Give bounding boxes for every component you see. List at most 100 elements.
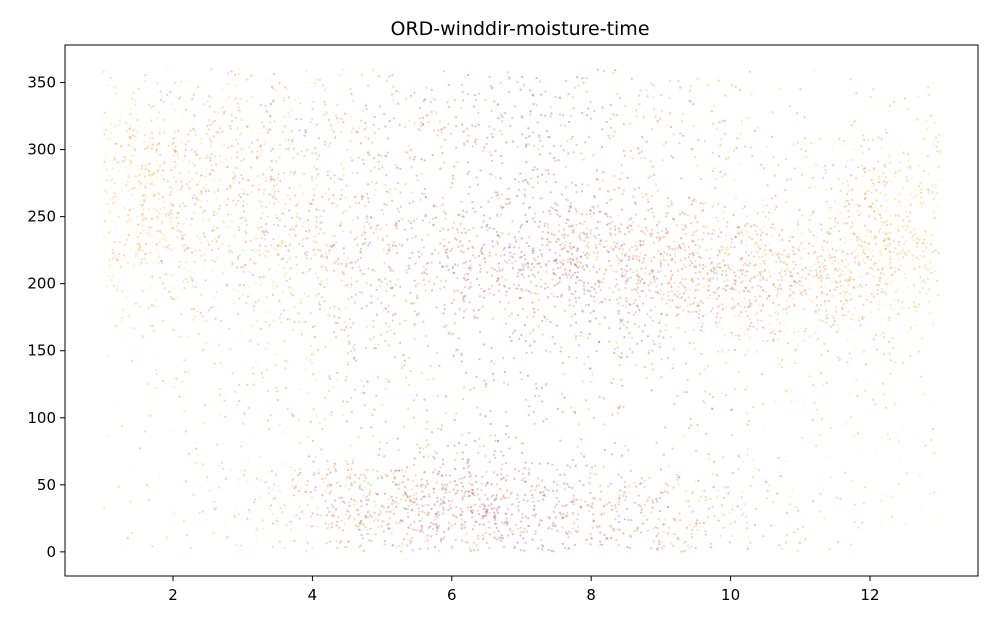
- scatter-point: [276, 253, 279, 257]
- scatter-point: [747, 254, 750, 257]
- scatter-point: [833, 225, 836, 228]
- scatter-point: [376, 376, 379, 379]
- scatter-point: [167, 240, 170, 243]
- scatter-point: [406, 496, 409, 499]
- scatter-point: [719, 534, 722, 538]
- scatter-point: [358, 522, 361, 525]
- scatter-point: [740, 281, 743, 284]
- scatter-point: [269, 114, 272, 117]
- scatter-point: [135, 252, 138, 255]
- scatter-point: [218, 154, 222, 157]
- scatter-point: [258, 200, 261, 203]
- scatter-point: [436, 500, 439, 503]
- scatter-point: [483, 379, 486, 382]
- scatter-point: [213, 260, 216, 263]
- scatter-point: [445, 486, 448, 489]
- scatter-point: [732, 264, 735, 267]
- scatter-point: [404, 151, 407, 154]
- scatter-point: [407, 407, 410, 411]
- scatter-point: [925, 246, 928, 249]
- scatter-point: [353, 356, 356, 359]
- scatter-point: [736, 284, 739, 287]
- scatter-point: [856, 255, 859, 258]
- scatter-point: [491, 136, 494, 139]
- scatter-point: [773, 285, 777, 288]
- scatter-point: [922, 234, 925, 237]
- scatter-point: [888, 215, 892, 218]
- scatter-point: [313, 165, 316, 168]
- scatter-point: [448, 490, 451, 494]
- scatter-point: [240, 174, 243, 177]
- scatter-point: [280, 241, 283, 245]
- scatter-point: [306, 148, 309, 152]
- scatter-point: [457, 337, 460, 340]
- scatter-point: [510, 339, 513, 342]
- scatter-point: [250, 166, 253, 169]
- scatter-point: [296, 152, 299, 155]
- scatter-point: [842, 303, 845, 306]
- scatter-point: [533, 515, 537, 518]
- scatter-point: [718, 262, 721, 265]
- scatter-point: [443, 303, 446, 306]
- scatter-point: [745, 515, 748, 518]
- scatter-point: [420, 272, 423, 275]
- scatter-point: [650, 259, 653, 263]
- scatter-point: [845, 199, 848, 202]
- scatter-point: [278, 143, 282, 146]
- scatter-point: [615, 270, 618, 273]
- scatter-point: [859, 281, 862, 284]
- scatter-point: [319, 255, 323, 258]
- scatter-point: [737, 314, 741, 317]
- scatter-point: [311, 325, 314, 329]
- scatter-point: [722, 526, 725, 529]
- scatter-point: [260, 275, 263, 279]
- scatter-point: [413, 501, 416, 504]
- scatter-point: [572, 503, 575, 506]
- scatter-point: [411, 200, 415, 203]
- scatter-point: [862, 233, 865, 236]
- scatter-point: [426, 262, 429, 265]
- scatter-point: [872, 255, 875, 258]
- scatter-point: [109, 131, 113, 134]
- scatter-point: [202, 349, 205, 352]
- scatter-point: [391, 286, 394, 289]
- scatter-point: [543, 315, 546, 318]
- scatter-point: [304, 320, 307, 323]
- scatter-point: [344, 484, 347, 487]
- scatter-point: [647, 200, 650, 203]
- scatter-point: [878, 213, 882, 216]
- scatter-point: [414, 285, 417, 288]
- scatter-point: [513, 246, 516, 249]
- scatter-point: [304, 129, 307, 132]
- scatter-point: [891, 222, 894, 225]
- scatter-point: [323, 300, 326, 303]
- scatter-point: [105, 155, 108, 158]
- scatter-point: [879, 270, 882, 273]
- scatter-point: [350, 283, 353, 286]
- scatter-point: [867, 205, 870, 208]
- scatter-point: [375, 394, 378, 397]
- scatter-point: [124, 166, 127, 169]
- scatter-point: [293, 194, 296, 197]
- scatter-point: [362, 272, 366, 275]
- scatter-point: [136, 118, 139, 122]
- scatter-point: [400, 469, 403, 472]
- scatter-point: [453, 290, 456, 293]
- scatter-point: [793, 362, 797, 365]
- scatter-point: [466, 278, 470, 281]
- scatter-point: [889, 261, 892, 264]
- scatter-point: [589, 504, 592, 507]
- scatter-point: [207, 433, 210, 436]
- scatter-point: [811, 300, 814, 304]
- scatter-point: [340, 163, 343, 166]
- scatter-point: [136, 242, 140, 245]
- scatter-point: [242, 204, 245, 208]
- scatter-point: [236, 290, 239, 293]
- scatter-point: [559, 124, 562, 127]
- scatter-point: [459, 513, 462, 516]
- scatter-point: [560, 293, 563, 297]
- scatter-point: [853, 188, 856, 191]
- scatter-point: [482, 445, 486, 448]
- scatter-point: [693, 254, 696, 257]
- scatter-point: [432, 471, 435, 474]
